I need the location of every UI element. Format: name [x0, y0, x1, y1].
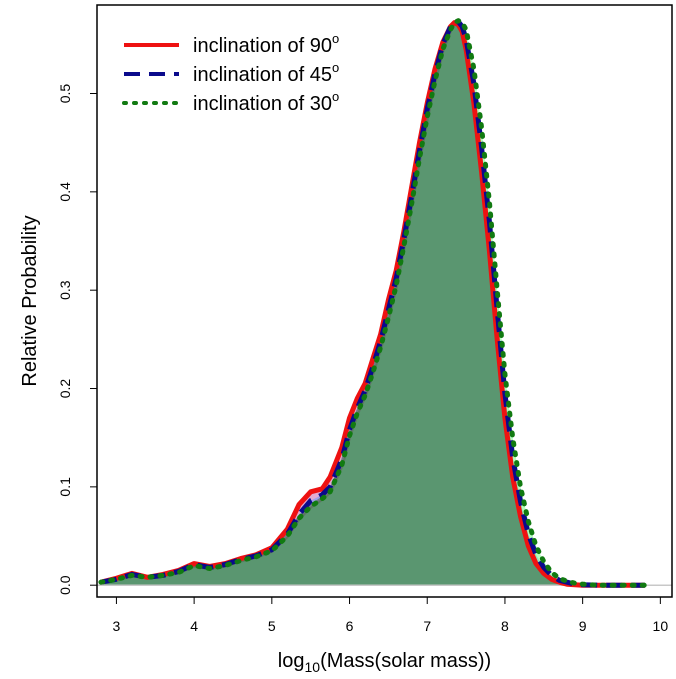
- y-tick-label: 0.1: [57, 477, 73, 497]
- density-lines: [98, 18, 648, 588]
- x-axis-title-open: (: [320, 650, 327, 672]
- x-tick-label: 3: [113, 618, 121, 634]
- legend-label-2: inclination of 45o: [193, 60, 339, 86]
- y-tick-label: 0.2: [57, 379, 73, 399]
- x-tick-label: 10: [653, 618, 669, 634]
- x-axis-title-main: Mass(solar mass)): [327, 650, 491, 672]
- x-axis-title: log10(Mass(solar mass)): [278, 650, 491, 675]
- plot-frame: [96, 4, 673, 598]
- x-tick-label: 4: [190, 618, 198, 634]
- x-axis-title-prefix: log: [278, 650, 305, 672]
- x-axis: 3 4 5 6 7 8 9 10: [113, 597, 669, 634]
- x-tick-label: 8: [501, 618, 509, 634]
- legend-label-1: inclination of 90o: [193, 31, 339, 57]
- overlap-fill: [100, 20, 645, 588]
- x-tick-label: 9: [579, 618, 587, 634]
- legend-label-3: inclination of 30o: [193, 89, 339, 115]
- overlap-area: [100, 22, 645, 586]
- y-tick-label: 0.4: [57, 182, 73, 202]
- legend-label-degree: o: [332, 60, 339, 75]
- x-axis-title-subscript: 10: [305, 659, 321, 675]
- y-tick-label: 0.3: [57, 280, 73, 300]
- legend-label-degree: o: [332, 31, 339, 46]
- y-axis-title: Relative Probability: [19, 215, 41, 386]
- y-tick-label: 0.0: [57, 575, 73, 595]
- series-line-3: [98, 18, 648, 588]
- legend-label-text: inclination of 90: [193, 35, 332, 57]
- legend-label-text: inclination of 30: [193, 93, 332, 115]
- x-tick-label: 6: [346, 618, 354, 634]
- x-tick-label: 5: [268, 618, 276, 634]
- legend-label-degree: o: [332, 89, 339, 104]
- y-tick-label: 0.5: [57, 84, 73, 104]
- y-axis: 0.0 0.1 0.2 0.3 0.4 0.5: [57, 84, 97, 595]
- legend-label-text: inclination of 45: [193, 64, 332, 86]
- x-tick-label: 7: [423, 618, 431, 634]
